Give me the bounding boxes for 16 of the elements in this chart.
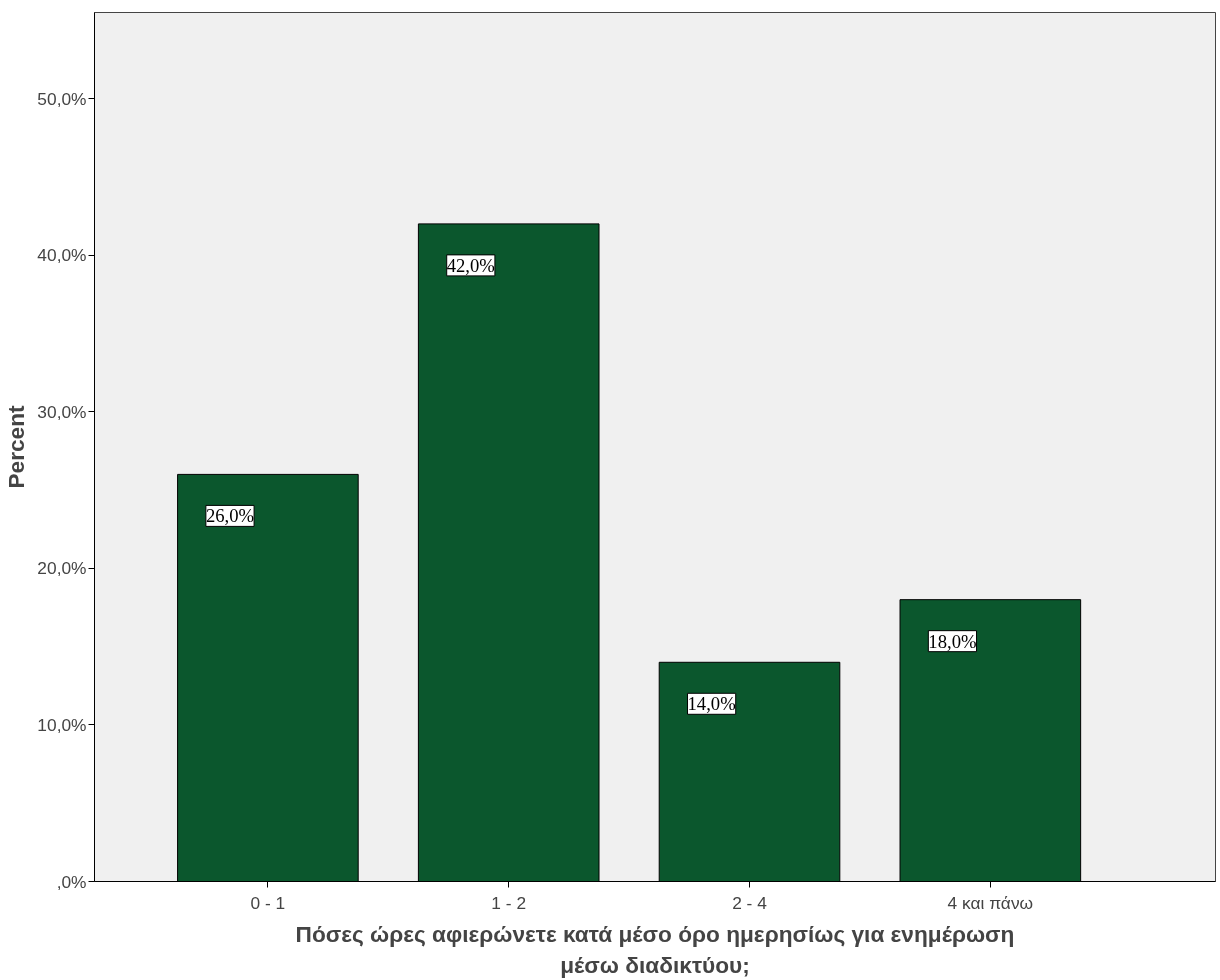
y-axis-title: Percent bbox=[3, 404, 30, 489]
y-tick-label: 20,0% bbox=[37, 558, 87, 579]
x-tick-label: 2 - 4 bbox=[732, 892, 768, 913]
y-tick-label: 50,0% bbox=[37, 88, 87, 109]
data-label: 26,0% bbox=[205, 505, 255, 527]
data-label: 18,0% bbox=[928, 630, 977, 652]
y-tick-label: ,0% bbox=[56, 871, 87, 892]
data-label: 14,0% bbox=[687, 693, 736, 715]
y-tick-label: 10,0% bbox=[37, 714, 87, 735]
y-tick-label: 30,0% bbox=[37, 401, 87, 422]
x-tick-label: 1 - 2 bbox=[491, 892, 527, 913]
x-tick-label: 0 - 1 bbox=[250, 892, 286, 913]
data-label: 42,0% bbox=[446, 254, 495, 276]
x-tick-label: 4 και πάνω bbox=[947, 892, 1034, 913]
x-axis-title: Πόσες ώρες αφιερώνετε κατά μέσο όρο ημερησίως για ενημέρωση μέσω διαδικτύου; bbox=[295, 920, 1015, 978]
y-tick-label: 40,0% bbox=[37, 245, 87, 266]
